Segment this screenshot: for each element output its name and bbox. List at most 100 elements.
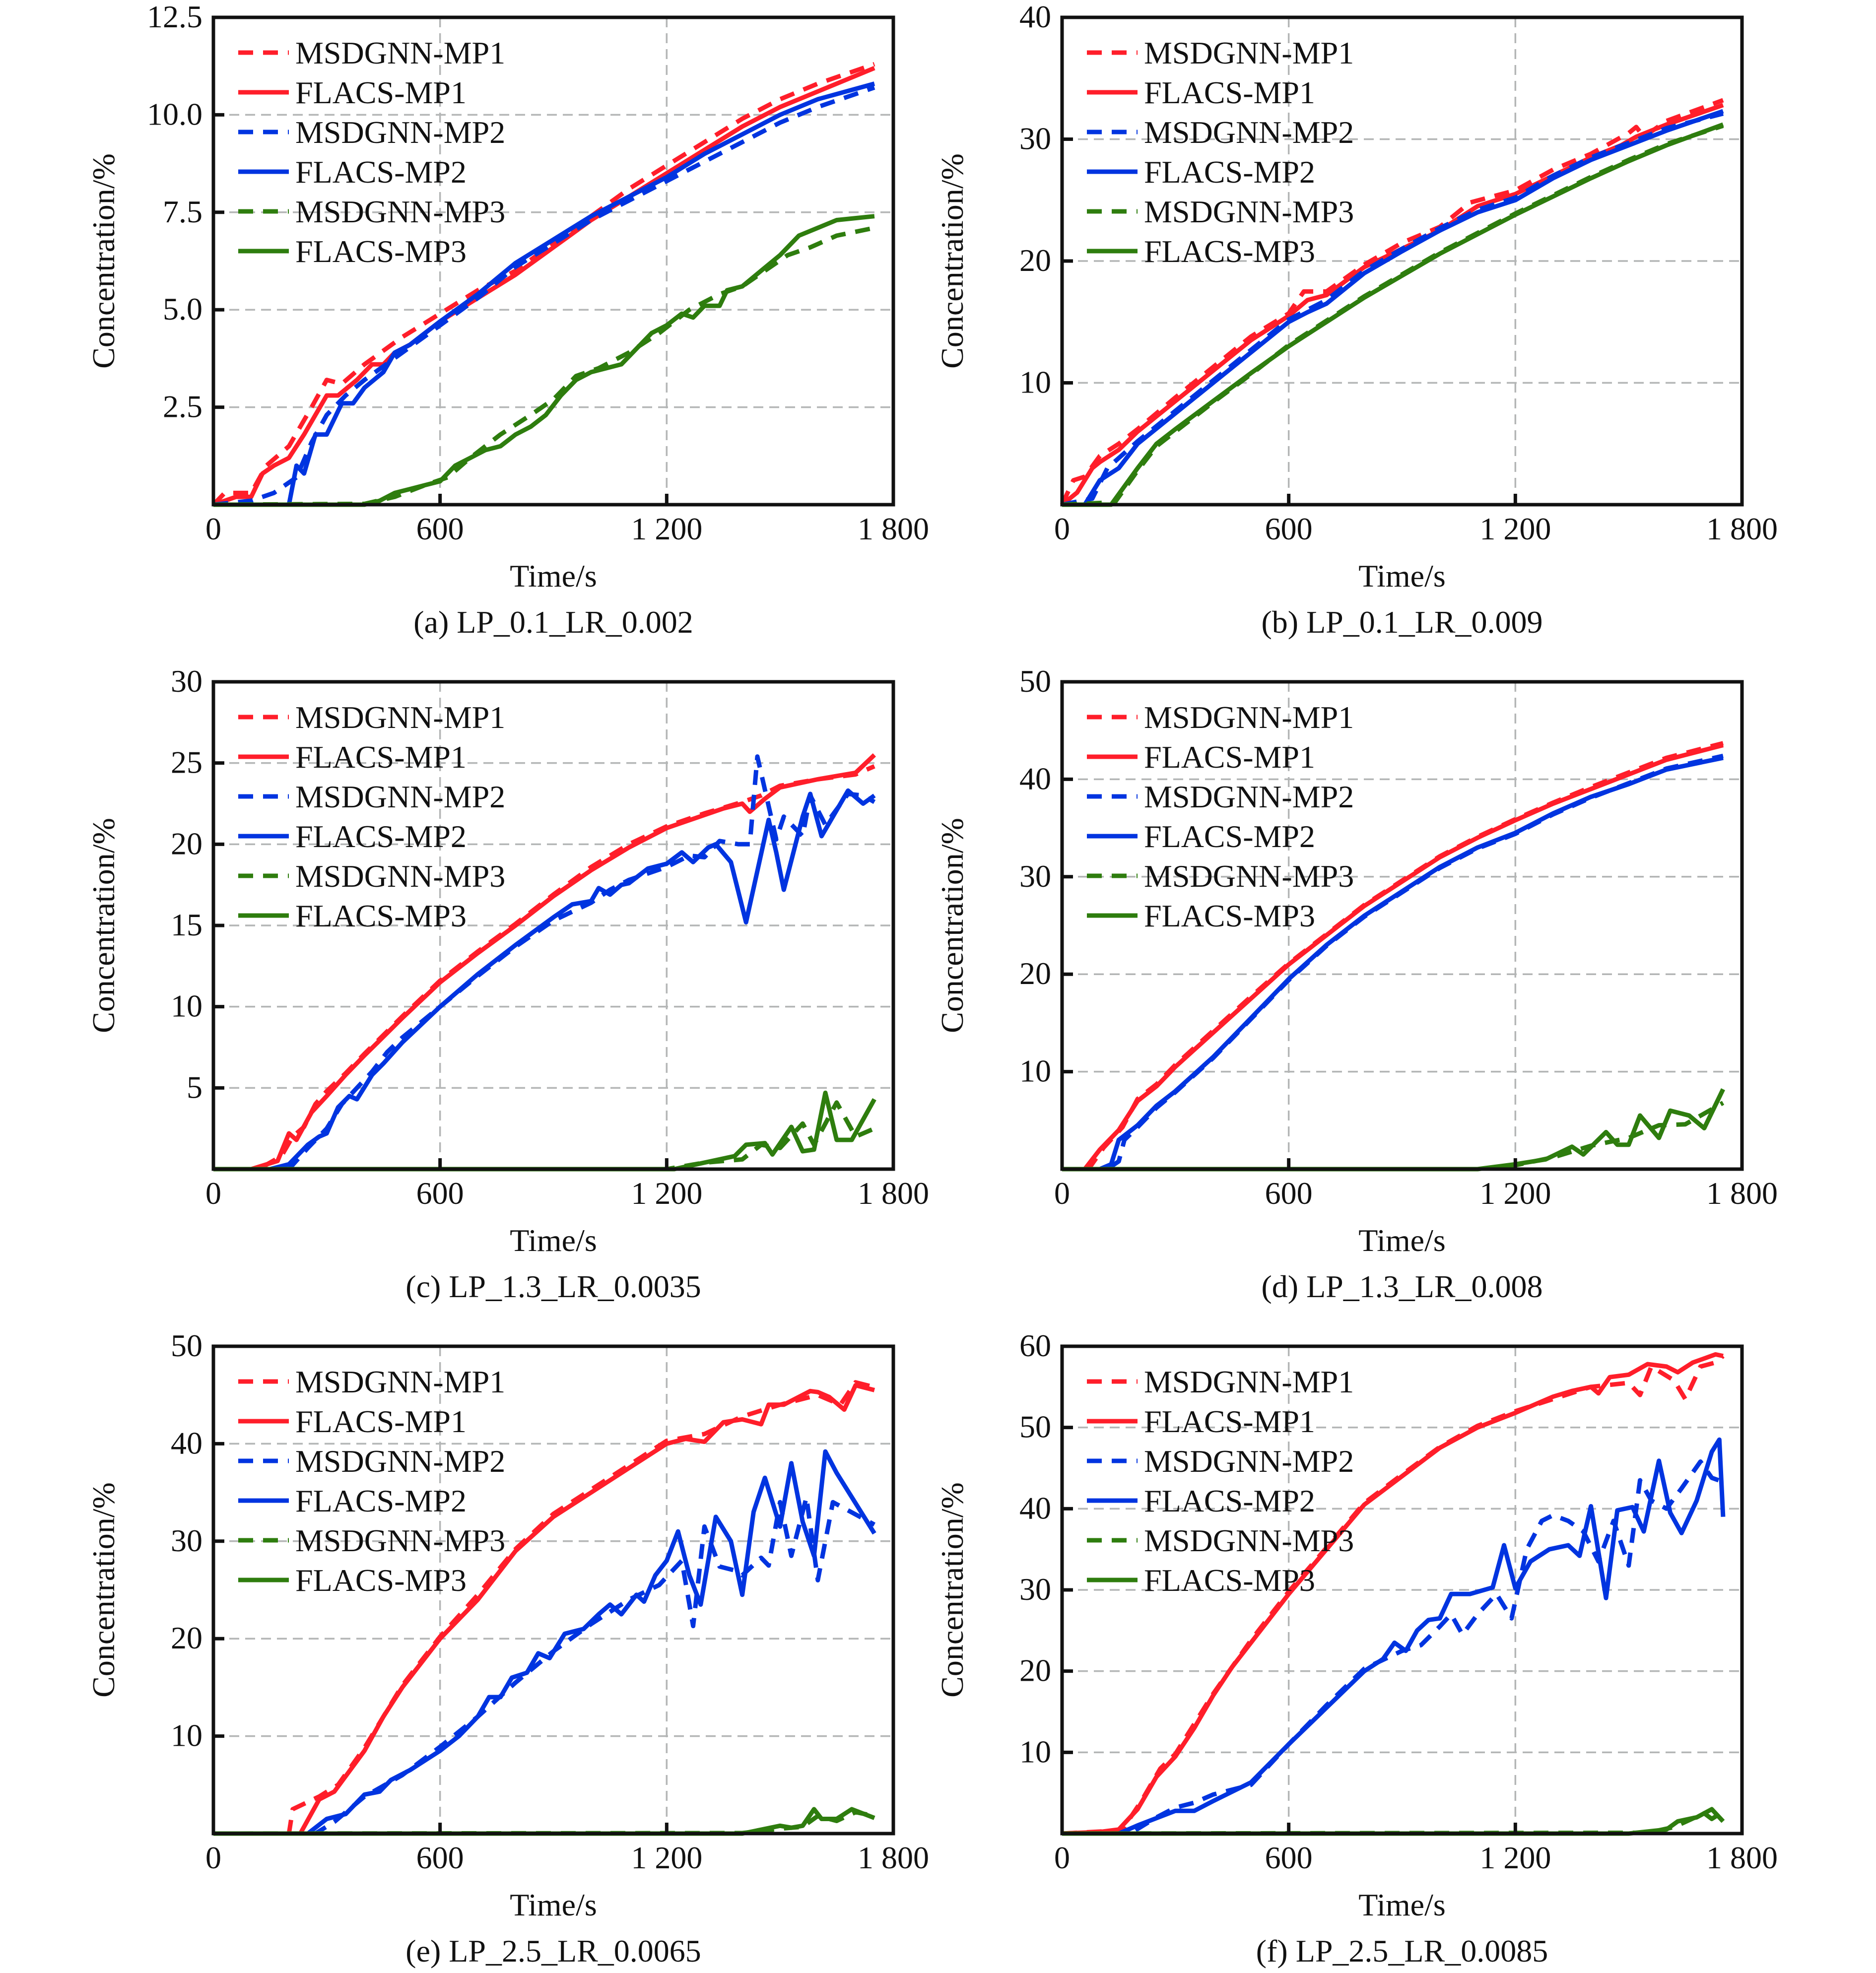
legend-item: FLACS-MP2 <box>238 1483 467 1518</box>
chart-panel-e: 0 600 1 200 1 800 10 20 30 40 50 Time/s Concentrat… <box>86 1328 929 1969</box>
legend-item: FLACS-MP3 <box>1087 898 1315 933</box>
x-tick-label: 600 <box>1265 1840 1313 1875</box>
legend-label: FLACS-MP3 <box>1144 1563 1315 1598</box>
legend-label: FLACS-MP1 <box>1144 75 1315 110</box>
legend-label: MSDGNN-MP2 <box>295 1444 505 1479</box>
x-axis-title: Time/s <box>510 558 597 593</box>
panel-caption: (b) LP_0.1_LR_0.009 <box>1261 604 1542 640</box>
series-group <box>1062 741 1725 1172</box>
legend-label: MSDGNN-MP3 <box>295 858 505 894</box>
legend-label: MSDGNN-MP1 <box>1144 35 1354 70</box>
legend-item: MSDGNN-MP3 <box>1087 1523 1354 1558</box>
series-flacs-mp3 <box>1062 1088 1725 1172</box>
series-group <box>1060 98 1724 507</box>
legend-item: MSDGNN-MP3 <box>238 194 505 229</box>
x-tick-label: 0 <box>1054 511 1070 546</box>
y-tick-label: 50 <box>1019 1409 1051 1445</box>
legend-item: MSDGNN-MP2 <box>238 1444 505 1479</box>
legend: MSDGNN-MP1 FLACS-MP1 MSDGNN-MP2 FLACS-MP2 MS… <box>1087 700 1354 933</box>
legend-item: MSDGNN-MP1 <box>1087 1364 1354 1399</box>
series-flacs-mp1 <box>213 1383 875 1836</box>
x-tick-label: 0 <box>205 1176 221 1211</box>
legend-item: FLACS-MP1 <box>1087 739 1315 775</box>
legend: MSDGNN-MP1 FLACS-MP1 MSDGNN-MP2 FLACS-MP2 MS… <box>238 1364 505 1598</box>
y-axis-title: Concentration/% <box>86 818 121 1033</box>
x-tick-label: 0 <box>205 1840 221 1875</box>
legend-item: FLACS-MP3 <box>1087 1563 1315 1598</box>
y-tick-label: 10 <box>1019 1053 1051 1089</box>
x-tick-label: 0 <box>1054 1176 1070 1211</box>
legend-item: FLACS-MP1 <box>238 75 467 110</box>
legend-item: MSDGNN-MP2 <box>1087 779 1354 814</box>
y-tick-label: 20 <box>171 1620 202 1655</box>
legend-label: FLACS-MP3 <box>295 1563 467 1598</box>
series-msdgnn-mp2 <box>1062 1459 1724 1836</box>
legend-item: FLACS-MP2 <box>1087 1483 1315 1518</box>
legend-label: MSDGNN-MP2 <box>295 115 505 150</box>
y-tick-label: 5 <box>187 1069 202 1105</box>
series-flacs-mp2 <box>213 81 875 507</box>
series-flacs-mp2 <box>1062 1437 1726 1836</box>
x-tick-label: 1 800 <box>1706 1840 1778 1875</box>
legend-label: FLACS-MP1 <box>1144 739 1315 775</box>
legend-label: MSDGNN-MP1 <box>295 700 505 735</box>
legend-label: MSDGNN-MP2 <box>1144 779 1354 814</box>
y-tick-label: 10.0 <box>147 96 202 132</box>
x-tick-label: 0 <box>1054 1840 1070 1875</box>
series-group <box>211 62 875 507</box>
x-tick-label: 0 <box>205 511 221 546</box>
legend-item: FLACS-MP1 <box>1087 75 1315 110</box>
legend-item: MSDGNN-MP2 <box>238 115 505 150</box>
legend-item: MSDGNN-MP1 <box>1087 35 1354 70</box>
y-tick-label: 30 <box>171 1523 202 1558</box>
legend-item: MSDGNN-MP1 <box>238 1364 505 1399</box>
panel-caption: (a) LP_0.1_LR_0.002 <box>413 604 693 640</box>
x-tick-label: 1 800 <box>858 511 929 546</box>
y-tick-label: 10 <box>171 1718 202 1753</box>
legend-label: MSDGNN-MP1 <box>1144 1364 1354 1399</box>
y-axis-title: Concentration/% <box>86 153 121 369</box>
x-tick-label: 1 200 <box>1479 1176 1551 1211</box>
legend: MSDGNN-MP1 FLACS-MP1 MSDGNN-MP2 FLACS-MP2 MS… <box>238 700 505 933</box>
series-msdgnn-mp1 <box>213 1380 875 1836</box>
legend-label: FLACS-MP1 <box>1144 1404 1315 1439</box>
y-tick-label: 60 <box>1019 1328 1051 1363</box>
legend-label: MSDGNN-MP1 <box>295 35 505 70</box>
y-tick-label: 40 <box>1019 0 1051 34</box>
series-msdgnn-mp3 <box>1062 1101 1725 1172</box>
panel-caption: (e) LP_2.5_LR_0.0065 <box>405 1933 701 1969</box>
x-tick-label: 1 800 <box>1706 1176 1778 1211</box>
x-axis-title: Time/s <box>1358 558 1446 593</box>
x-tick-label: 600 <box>1265 1176 1313 1211</box>
y-tick-label: 20 <box>1019 243 1051 278</box>
chart-panel-a: 0 600 1 200 1 800 2.5 5.0 7.5 10.0 12.5 Time/s Con… <box>86 0 929 640</box>
x-tick-label: 1 200 <box>1479 1840 1551 1875</box>
legend-item: FLACS-MP2 <box>1087 819 1315 854</box>
series-flacs-mp1 <box>1062 1352 1724 1836</box>
legend: MSDGNN-MP1 FLACS-MP1 MSDGNN-MP2 FLACS-MP2 MS… <box>1087 1364 1354 1598</box>
y-tick-label: 20 <box>171 826 202 861</box>
chart-panel-f: 0 600 1 200 1 800 10 20 30 40 50 60 Time/s Concentr… <box>935 1328 1778 1969</box>
y-tick-label: 50 <box>1019 663 1051 699</box>
x-tick-label: 1 200 <box>1479 511 1551 546</box>
legend-label: FLACS-MP1 <box>295 1404 467 1439</box>
legend-label: MSDGNN-MP3 <box>295 1523 505 1558</box>
y-axis-title: Concentration/% <box>86 1482 121 1698</box>
series-msdgnn-mp1 <box>1062 1354 1725 1836</box>
legend-item: FLACS-MP2 <box>238 154 467 190</box>
x-tick-label: 1 200 <box>631 1840 702 1875</box>
legend-item: FLACS-MP1 <box>238 1404 467 1439</box>
y-tick-label: 10 <box>1019 1734 1051 1769</box>
series-flacs-mp1 <box>213 753 876 1172</box>
y-axis-title: Concentration/% <box>935 818 970 1033</box>
x-tick-label: 600 <box>416 511 464 546</box>
series-flacs-mp2 <box>1062 109 1724 507</box>
legend-label: FLACS-MP3 <box>1144 234 1315 269</box>
legend-item: FLACS-MP2 <box>1087 154 1315 190</box>
legend-label: FLACS-MP3 <box>295 234 467 269</box>
series-msdgnn-mp3 <box>213 225 875 507</box>
y-tick-label: 30 <box>1019 858 1051 894</box>
y-axis-title: Concentration/% <box>935 1482 970 1698</box>
series-flacs-mp3 <box>1062 122 1724 507</box>
legend-item: MSDGNN-MP3 <box>238 858 505 894</box>
